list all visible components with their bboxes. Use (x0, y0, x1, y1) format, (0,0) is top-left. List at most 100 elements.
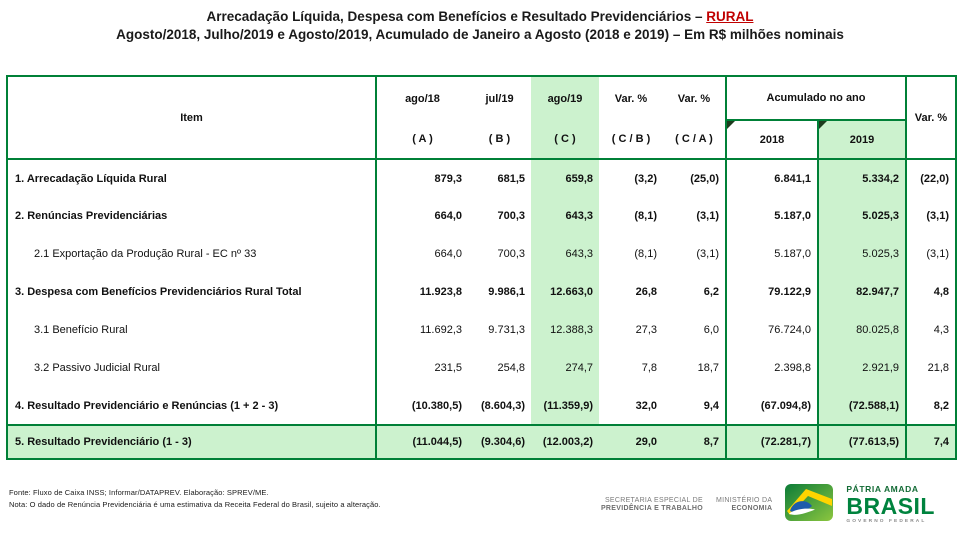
slide-title: Arrecadação Líquida, Despesa com Benefíc… (0, 8, 960, 44)
cell-value: 8,2 (905, 387, 956, 425)
row-label: 3.2 Passivo Judicial Rural (34, 362, 160, 374)
row-label: 4. Resultado Previdenciário e Renúncias … (15, 399, 279, 412)
cell-value: 5.025,3 (817, 197, 906, 235)
cell-value: (3,1) (905, 235, 956, 273)
header-col-ca: ( C / A ) (675, 133, 713, 145)
cell-value: (9.304,6) (468, 424, 531, 459)
header-2018: 2018 (725, 120, 818, 159)
cell-value: 664,0 (375, 197, 468, 235)
nota-note: Nota: O dado de Renúncia Previdenciária … (9, 499, 381, 509)
cell-value: 9.986,1 (488, 286, 525, 298)
previdencia-rural-table: Item ago/18 jul/19 ago/19 Var. % Var. % … (6, 75, 957, 460)
cell-value: 681,5 (497, 172, 525, 185)
cell-value: 5.187,0 (725, 197, 818, 235)
source-note: Fonte: Fluxo de Caixa INSS; Informar/DAT… (9, 488, 269, 497)
header-col-a: ( A ) (375, 120, 468, 159)
cell-value: 11.923,8 (375, 273, 468, 311)
row-label: 1. Arrecadação Líquida Rural (15, 172, 167, 185)
cell-value: 82.947,7 (817, 273, 906, 311)
cell-value: 700,3 (497, 210, 525, 222)
table-row: 4. Resultado Previdenciário e Renúncias … (7, 387, 956, 425)
ministerio-line-2: ECONOMIA (731, 505, 773, 512)
cell-value: 254,8 (497, 362, 525, 374)
footnotes: Fonte: Fluxo de Caixa INSS; Informar/DAT… (9, 487, 609, 510)
cell-value: 21,8 (905, 349, 956, 387)
header-var-cb: Var. % (614, 92, 648, 105)
patria-amada-label: PÁTRIA AMADA (846, 484, 919, 495)
row-label: 3. Despesa com Benefícios Previdenciário… (15, 286, 302, 298)
cell-value: 18,7 (697, 362, 719, 374)
governo-federal-label: GOVERNO FEDERAL (846, 518, 927, 524)
cell-value: 8,7 (663, 424, 726, 459)
cell-value: 80.025,8 (817, 311, 906, 349)
table-row: 3.2 Passivo Judicial Rural 231,5 254,8 2… (7, 349, 956, 387)
cell-value: (8.604,3) (480, 399, 525, 412)
cell-value: 79.122,9 (725, 273, 818, 311)
header-var-ca: Var. % (677, 92, 711, 105)
corner-marker-icon (728, 121, 735, 129)
cell-value: 9.731,3 (488, 324, 525, 336)
cell-value: 231,5 (375, 349, 468, 387)
row-label: 3.1 Benefício Rural (34, 324, 128, 336)
cell-value: 9,4 (703, 399, 719, 412)
cell-value: 12.388,3 (531, 311, 599, 349)
header-2019: 2019 (817, 120, 906, 159)
cell-value: 643,3 (531, 235, 599, 273)
cell-value: (3,1) (696, 248, 719, 260)
cell-value: 26,8 (635, 286, 657, 298)
row-label: 2.1 Exportação da Produção Rural - EC nº… (34, 248, 257, 260)
header-col-cb: ( C / B ) (611, 133, 651, 145)
cell-value: (8,1) (634, 248, 657, 260)
cell-value: 6,2 (703, 286, 719, 298)
table-row: 2.1 Exportação da Produção Rural - EC nº… (7, 235, 956, 273)
cell-value: (8,1) (634, 210, 657, 222)
table-row: 3.1 Benefício Rural 11.692,3 9.731,3 12.… (7, 311, 956, 349)
cell-value: 29,0 (599, 424, 663, 459)
table-row: 1. Arrecadação Líquida Rural 879,3 681,5… (7, 159, 956, 197)
corner-marker-icon (820, 121, 827, 129)
secretaria-label: SECRETARIA ESPECIAL DE PREVIDÊNCIA E TRA… (601, 497, 703, 513)
header-col-c: ( C ) (531, 120, 599, 159)
title-text: Arrecadação Líquida, Despesa com Benefíc… (206, 9, 707, 24)
cell-value: 4,8 (905, 273, 956, 311)
cell-value: 6,0 (703, 324, 719, 336)
header-jul19: jul/19 (485, 92, 514, 105)
cell-value: 5.025,3 (817, 235, 906, 273)
cell-value: (3,2) (634, 172, 657, 185)
cell-value: 659,8 (531, 159, 599, 197)
cell-value: 7,8 (641, 362, 657, 374)
table-row: 3. Despesa com Benefícios Previdenciário… (7, 273, 956, 311)
cell-value: (22,0) (905, 159, 956, 197)
header-acumulado: Acumulado no ano (725, 76, 906, 121)
cell-value: 700,3 (497, 248, 525, 260)
header-ago18: ago/18 (375, 76, 468, 120)
row-label: 5. Resultado Previdenciário (1 - 3) (7, 424, 376, 459)
cell-value: (72.281,7) (725, 424, 818, 459)
header-col-b: ( B ) (488, 133, 511, 145)
ministerio-line-1: MINISTÉRIO DA (715, 497, 773, 504)
cell-value: 6.841,1 (725, 159, 818, 197)
header-ago19: ago/19 (531, 76, 599, 120)
row-label: 2. Renúncias Previdenciárias (15, 210, 168, 222)
table-header: Item ago/18 jul/19 ago/19 Var. % Var. % … (7, 76, 956, 159)
cell-value: 11.692,3 (375, 311, 468, 349)
cell-value: 879,3 (375, 159, 468, 197)
cell-value: 32,0 (635, 399, 657, 412)
government-branding: SECRETARIA ESPECIAL DE PREVIDÊNCIA E TRA… (601, 482, 935, 528)
cell-value: 664,0 (375, 235, 468, 273)
brasil-wordmark: PÁTRIA AMADA BRASIL GOVERNO FEDERAL (846, 485, 935, 524)
secretaria-line-2: PREVIDÊNCIA E TRABALHO (600, 505, 703, 512)
cell-value: (3,1) (905, 197, 956, 235)
cell-value: (67.094,8) (725, 387, 818, 425)
brasil-label: BRASIL (846, 492, 935, 519)
table-row-total: 5. Resultado Previdenciário (1 - 3) (11.… (7, 424, 956, 459)
cell-value: 76.724,0 (725, 311, 818, 349)
title-line-2: Agosto/2018, Julho/2019 e Agosto/2019, A… (116, 27, 844, 42)
ministerio-label: MINISTÉRIO DA ECONOMIA (716, 497, 772, 513)
secretaria-line-1: SECRETARIA ESPECIAL DE (604, 497, 703, 504)
cell-value: 5.334,2 (817, 159, 906, 197)
header-2018-label: 2018 (759, 133, 785, 146)
brasil-flag-logo (785, 484, 834, 526)
cell-value: (11.359,9) (531, 387, 599, 425)
title-line-1: Arrecadação Líquida, Despesa com Benefíc… (0, 8, 960, 26)
